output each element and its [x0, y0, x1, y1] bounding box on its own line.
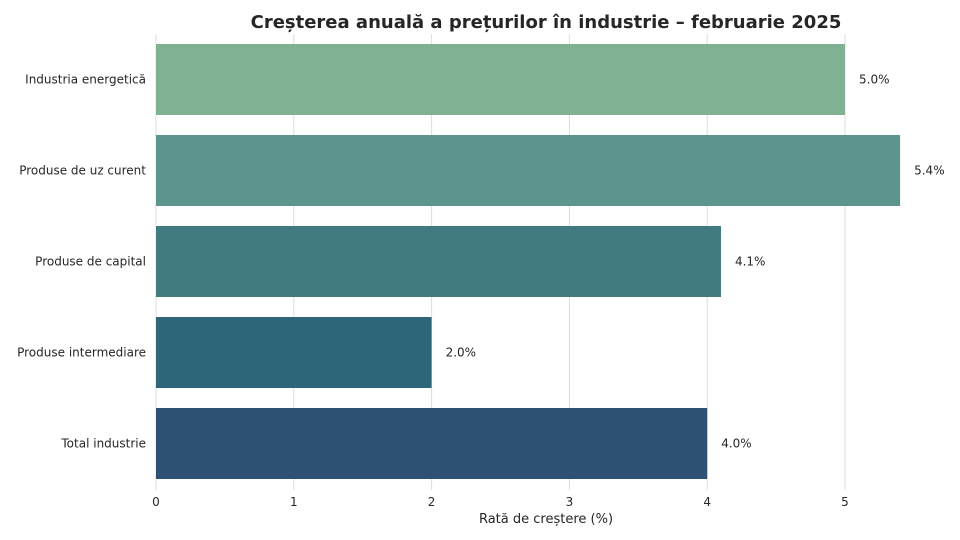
category-label: Total industrie	[60, 437, 146, 451]
bar	[156, 317, 432, 388]
bars	[156, 44, 901, 479]
chart-title: Creșterea anuală a prețurilor în industr…	[251, 12, 842, 33]
x-tick-label: 1	[290, 495, 298, 509]
data-labels: 5.0% 5.4% 4.1% 2.0% 4.0%	[446, 73, 945, 451]
bar-value-label: 2.0%	[446, 346, 477, 360]
category-label: Produse de uz curent	[19, 164, 146, 178]
x-tick-label: 0	[152, 495, 160, 509]
x-tick-label: 5	[841, 495, 849, 509]
bar-value-label: 5.0%	[859, 73, 890, 87]
category-label: Produse de capital	[35, 255, 146, 269]
x-tick-label: 3	[566, 495, 574, 509]
x-tick-labels: 0 1 2 3 4 5	[152, 495, 849, 509]
category-labels: Industria energetică Produse de uz curent…	[17, 73, 146, 451]
x-tick-label: 2	[428, 495, 436, 509]
bar	[156, 408, 708, 479]
bar	[156, 135, 901, 206]
bar	[156, 44, 845, 115]
bar-value-label: 4.0%	[721, 437, 752, 451]
bar-value-label: 5.4%	[914, 164, 945, 178]
category-label: Produse intermediare	[17, 346, 146, 360]
bar	[156, 226, 721, 297]
x-axis-label: Rată de creștere (%)	[479, 512, 613, 527]
bar-value-label: 4.1%	[735, 255, 766, 269]
x-tick-label: 4	[703, 495, 711, 509]
category-label: Industria energetică	[25, 73, 146, 87]
